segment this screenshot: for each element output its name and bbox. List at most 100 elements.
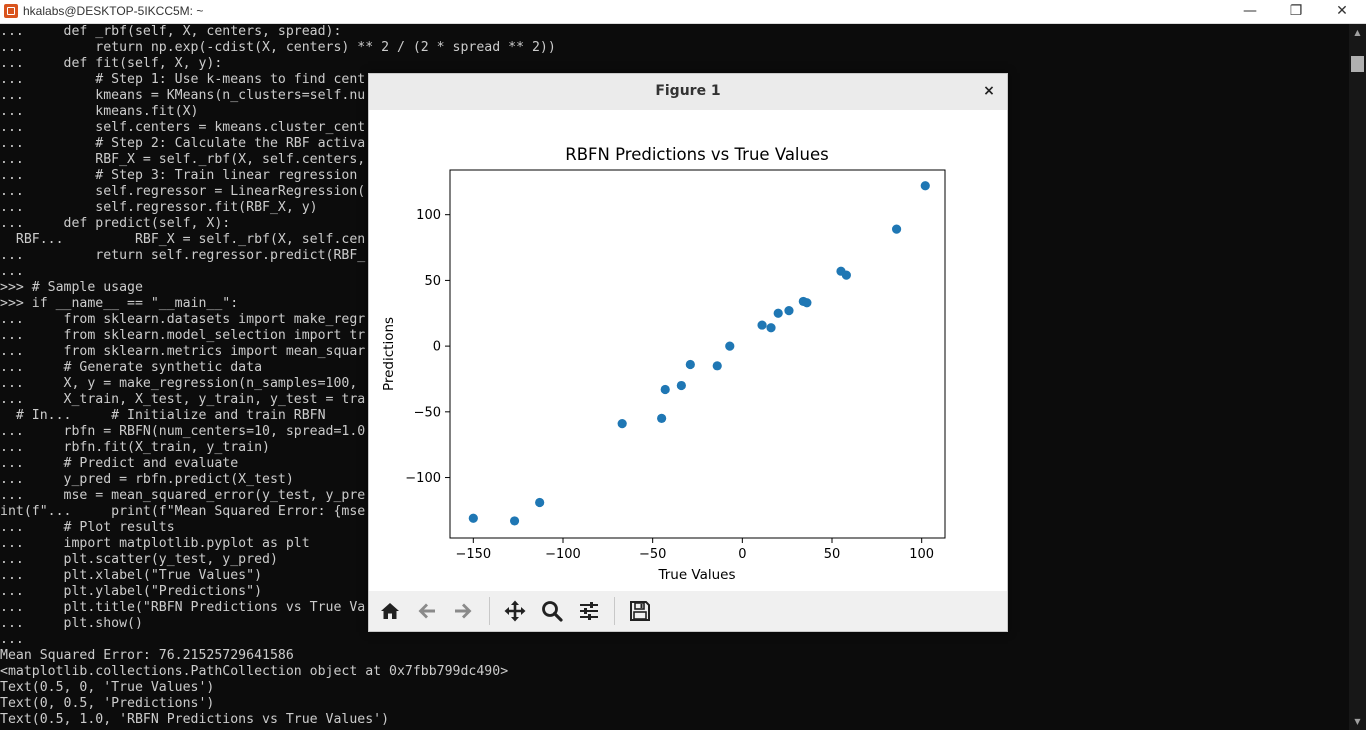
terminal-line: ... kmeans = KMeans(n_clusters=self.nu (0, 88, 366, 103)
terminal-line: Text(0.5, 1.0, 'RBFN Predictions vs True… (0, 712, 390, 727)
scatter-point (891, 224, 902, 234)
terminal-line: Mean Squared Error: 76.21525729641586 (0, 648, 294, 663)
x-tick-label: 0 (738, 547, 746, 562)
axes-frame (449, 169, 946, 539)
terminal-app-icon (4, 4, 18, 18)
figure-close-button[interactable]: × (983, 83, 995, 99)
back-arrow-icon[interactable] (415, 599, 439, 623)
terminal-line: ... import matplotlib.pyplot as plt (0, 536, 310, 551)
terminal-line: ... rbfn = RBFN(num_centers=10, spread=1… (0, 424, 366, 439)
chart-title: RBFN Predictions vs True Values (565, 145, 828, 164)
y-tick-label: −50 (414, 405, 441, 420)
window-title: hkalabs@DESKTOP-5IKCC5M: ~ (23, 4, 204, 18)
scrollbar-thumb[interactable] (1351, 56, 1364, 72)
restore-button[interactable]: ❐ (1289, 3, 1303, 19)
minimize-button[interactable]: — (1243, 3, 1257, 19)
x-tick-label: 100 (909, 547, 934, 562)
terminal-line: ... def fit(self, X, y): (0, 56, 223, 71)
terminal-line: ... from sklearn.datasets import make_re… (0, 312, 366, 327)
terminal-line: ... y_pred = rbfn.predict(X_test) (0, 472, 294, 487)
terminal-line: ... self.centers = kmeans.cluster_cent (0, 120, 366, 135)
scatter-point (757, 320, 767, 330)
terminal-line: ... plt.scatter(y_test, y_pred) (0, 552, 278, 567)
figure-toolbar (369, 591, 1007, 631)
save-floppy-icon[interactable] (628, 599, 652, 623)
terminal-line: ... RBF_X = self._rbf(X, self.centers, (0, 152, 366, 167)
terminal-line: >>> if __name__ == "__main__": (0, 296, 239, 311)
toolbar-separator (489, 597, 490, 625)
scatter-plot: RBFN Predictions vs True Values −150 −100… (369, 110, 1007, 591)
toolbar-separator (614, 597, 615, 625)
figure-title-bar: Figure 1 × (369, 74, 1007, 111)
scroll-down-arrow-icon[interactable]: ▼ (1354, 717, 1361, 726)
terminal-line: ... # Step 3: Train linear regression (0, 168, 358, 183)
terminal-line: ... (0, 264, 24, 279)
terminal-line: ... # Step 1: Use k-means to find cent (0, 72, 366, 87)
y-tick-label: 0 (433, 340, 441, 355)
scatter-point (802, 298, 812, 308)
terminal-line: ... # Generate synthetic data (0, 360, 263, 375)
terminal-line: ... # Predict and evaluate (0, 456, 239, 471)
terminal-line: ... def predict(self, X): (0, 216, 231, 231)
zoom-magnifier-icon[interactable] (540, 599, 564, 623)
forward-arrow-icon[interactable] (451, 599, 475, 623)
terminal-line: ... return np.exp(-cdist(X, centers) ** … (0, 40, 556, 55)
terminal-line: RBF... RBF_X = self._rbf(X, self.cen (0, 232, 366, 247)
scatter-point (725, 341, 735, 351)
terminal-line: ... def _rbf(self, X, centers, spread): (0, 24, 342, 39)
terminal-line: int(f"... print(f"Mean Squared Error: {m… (0, 504, 366, 519)
scatter-point (676, 380, 686, 391)
scatter-point (784, 306, 794, 316)
x-tick-label: −50 (639, 547, 666, 562)
terminal-line: ... from sklearn.model_selection import … (0, 328, 366, 343)
pan-move-icon[interactable] (503, 599, 527, 623)
scatter-point (841, 270, 851, 280)
terminal-line: ... # Step 2: Calculate the RBF activa (0, 136, 366, 151)
terminal-line: ... plt.show() (0, 616, 143, 631)
terminal-line: ... plt.xlabel("True Values") (0, 568, 263, 583)
terminal-line: ... plt.ylabel("Predictions") (0, 584, 263, 599)
x-tick-label: −150 (455, 547, 491, 562)
y-tick-label: 100 (416, 208, 441, 223)
scatter-point (657, 413, 667, 423)
terminal-line: >>> # Sample usage (0, 280, 143, 295)
x-axis-label: True Values (657, 567, 735, 583)
scatter-point (660, 384, 670, 395)
scatter-point (773, 308, 783, 318)
terminal-line: ... plt.title("RBFN Predictions vs True … (0, 600, 366, 615)
scatter-point (685, 359, 695, 370)
configure-subplots-icon[interactable] (577, 599, 601, 623)
y-axis-label: Predictions (381, 317, 397, 391)
close-button[interactable]: ✕ (1336, 3, 1348, 19)
terminal-line: ... return self.regressor.predict(RBF_ (0, 248, 366, 263)
terminal-line: # In... # Initialize and train RBFN (0, 408, 326, 423)
terminal-line: ... self.regressor.fit(RBF_X, y) (0, 200, 318, 215)
scatter-point (468, 513, 478, 523)
terminal-line: ... from sklearn.metrics import mean_squ… (0, 344, 366, 359)
terminal-line: Text(0, 0.5, 'Predictions') (0, 696, 215, 711)
terminal-output[interactable]: ... def _rbf(self, X, centers, spread):.… (0, 24, 1349, 730)
terminal-line: ... mse = mean_squared_error(y_test, y_p… (0, 488, 366, 503)
terminal-line: <matplotlib.collections.PathCollection o… (0, 664, 509, 679)
home-icon[interactable] (378, 599, 402, 623)
y-tick-label: −100 (405, 471, 441, 486)
scatter-point (920, 181, 930, 191)
scroll-up-arrow-icon[interactable]: ▲ (1354, 28, 1361, 37)
terminal-line: ... self.regressor = LinearRegression( (0, 184, 366, 199)
x-tick-label: −100 (545, 547, 581, 562)
terminal-line: ... X_train, X_test, y_train, y_test = t… (0, 392, 366, 407)
terminal-line: ... # Plot results (0, 520, 175, 535)
figure-title: Figure 1 (655, 83, 721, 99)
terminal-line: ... (0, 632, 24, 647)
terminal-text: ... def _rbf(self, X, centers, spread):.… (0, 24, 1349, 728)
scatter-point (617, 419, 627, 429)
window-title-bar: hkalabs@DESKTOP-5IKCC5M: ~ — ❐ ✕ (0, 0, 1366, 24)
plot-background (369, 110, 1007, 591)
scatter-point (712, 361, 722, 371)
vertical-scrollbar[interactable]: ▲ ▼ (1349, 24, 1366, 730)
scatter-point (535, 497, 545, 508)
terminal-line: ... kmeans.fit(X) (0, 104, 199, 119)
terminal-line: ... rbfn.fit(X_train, y_train) (0, 440, 270, 455)
x-tick-label: 50 (824, 547, 841, 562)
figure-window: Figure 1 × RBFN Predictions vs True Valu… (368, 73, 1008, 632)
